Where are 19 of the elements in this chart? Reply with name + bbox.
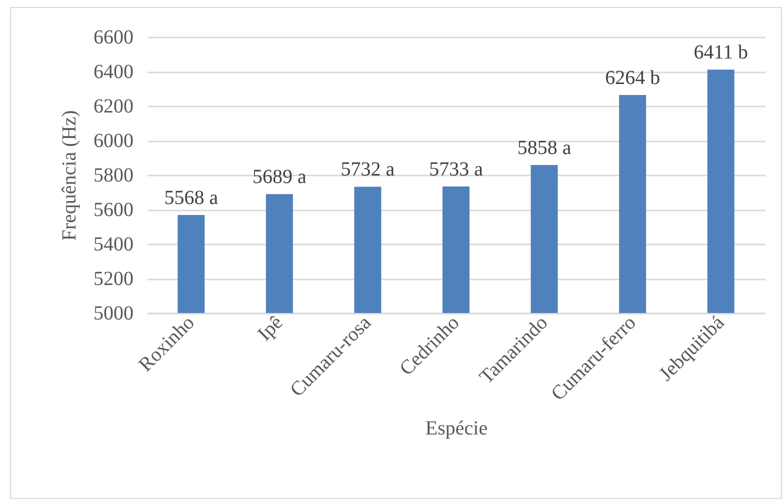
x-axis-title: Espécie xyxy=(425,417,488,440)
y-axis-title: Frequência (Hz) xyxy=(58,110,80,241)
data-label: 6264 b xyxy=(605,66,660,89)
y-tick-label: 5000 xyxy=(94,302,134,324)
y-tick-label: 6200 xyxy=(94,96,134,118)
data-label: 5689 a xyxy=(252,166,306,188)
data-label: 5732 a xyxy=(340,158,395,181)
data-label: 5568 a xyxy=(164,187,218,210)
y-tick-label: 5400 xyxy=(94,234,134,256)
y-tick-label: 6600 xyxy=(94,26,134,48)
y-tick-label: 6000 xyxy=(94,130,134,152)
y-tick-label: 5600 xyxy=(94,199,134,221)
data-label: 5733 a xyxy=(429,158,484,181)
x-tick-label: Ipê xyxy=(254,312,288,346)
y-tick-label: 5200 xyxy=(94,268,134,290)
data-label: 5858 a xyxy=(517,136,572,159)
y-tick-label: 6400 xyxy=(94,61,134,83)
data-label: 6411 b xyxy=(694,42,748,64)
y-tick-label: 5800 xyxy=(94,164,134,186)
